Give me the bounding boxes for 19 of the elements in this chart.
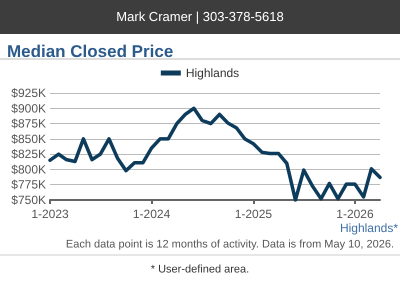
x-tick-label: 1-2026 (336, 207, 374, 221)
x-tick-label: 1-2025 (234, 207, 272, 221)
y-tick-label: $825K (11, 147, 46, 162)
text: Highlands* (340, 221, 398, 235)
y-tick-label: $900K (11, 101, 46, 116)
y-tick-label: $750K (11, 193, 46, 207)
y-tick-label: $875K (11, 116, 46, 131)
y-tick-label: $925K (11, 86, 46, 100)
text: * User-defined area. (150, 264, 250, 276)
y-tick-label: $800K (11, 162, 46, 176)
x-tick-label: 1-2023 (31, 207, 70, 221)
legend-label: Highlands (186, 66, 240, 80)
text: Mark Cramer | 303-378-5618 (116, 9, 284, 24)
line-series (48, 106, 382, 202)
y-tick-label: $850K (11, 132, 46, 146)
y-tick-label: $775K (11, 178, 46, 192)
x-tick-label: 1-2024 (132, 207, 171, 221)
chart-title: Median Closed Price (7, 42, 174, 61)
text: Each data point is 12 months of activity. Data is from May 10, 2026. (66, 238, 394, 250)
